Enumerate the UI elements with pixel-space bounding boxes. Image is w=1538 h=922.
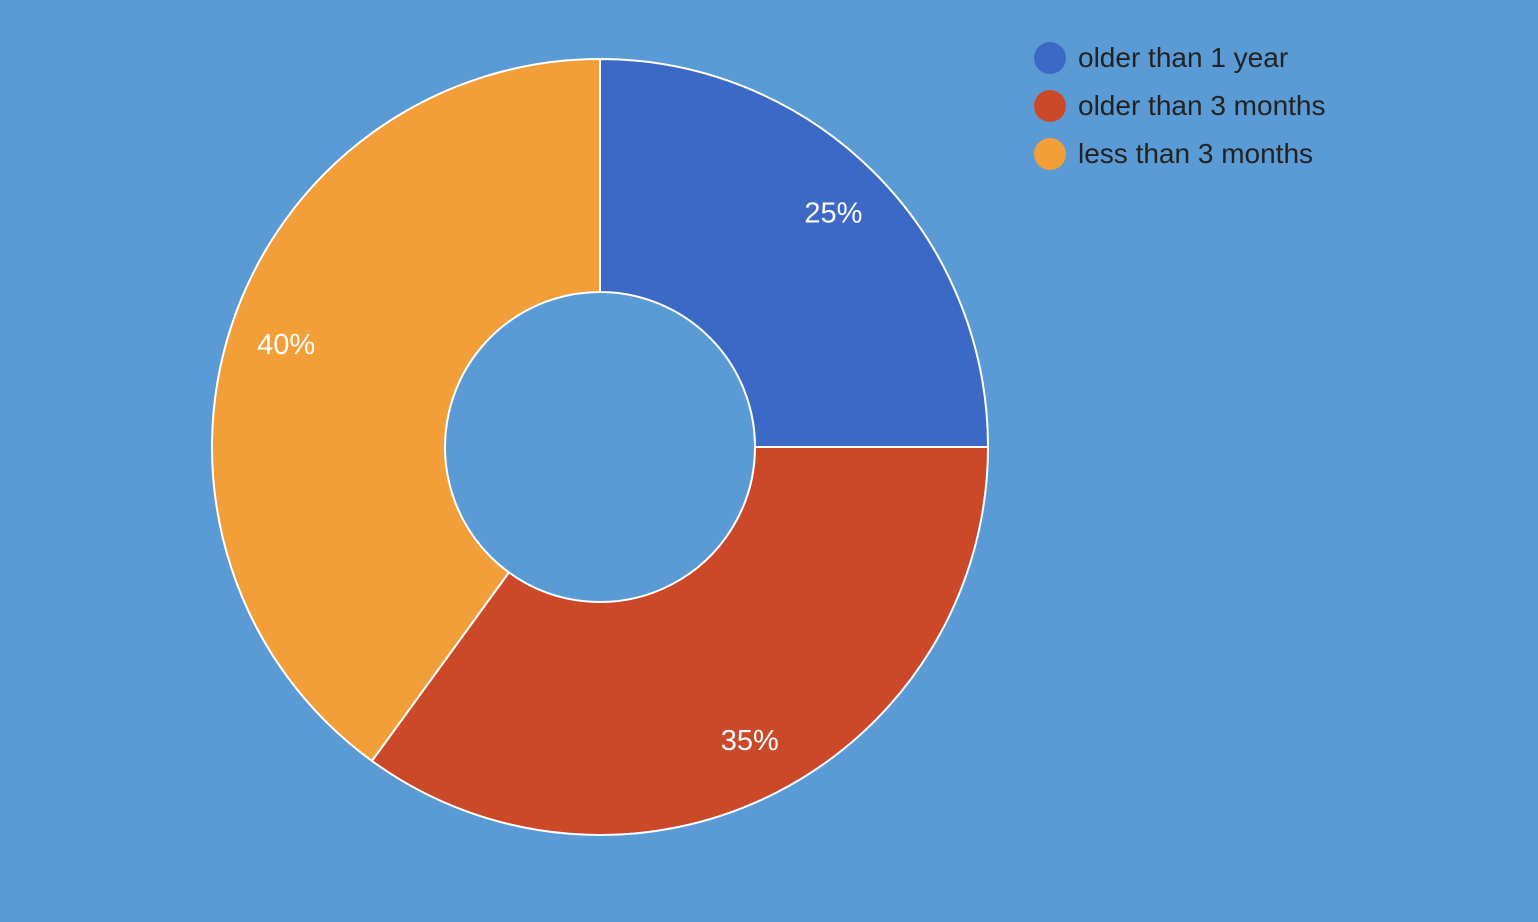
slice-less-than-3-months[interactable] — [211, 57, 601, 763]
legend-item-less-than-3-months[interactable]: less than 3 months — [1034, 130, 1326, 178]
slice-label-less-than-3-months: 40% — [257, 329, 315, 361]
slice-label-older-than-1-year: 25% — [804, 198, 862, 230]
slice-older-than-3-months[interactable] — [370, 446, 990, 836]
legend-item-older-than-3-months[interactable]: older than 3 months — [1034, 82, 1326, 130]
slice-label-older-than-3-months: 35% — [721, 725, 779, 757]
slice-older-than-1-year[interactable] — [599, 57, 990, 448]
legend-swatch-less-than-3-months — [1034, 138, 1066, 170]
legend: older than 1 year older than 3 months le… — [1034, 34, 1326, 178]
legend-label-older-than-1-year: older than 1 year — [1078, 42, 1289, 73]
legend-label-less-than-3-months: less than 3 months — [1078, 138, 1314, 169]
legend-label-older-than-3-months: older than 3 months — [1078, 90, 1326, 121]
legend-item-older-than-1-year[interactable]: older than 1 year — [1034, 34, 1326, 82]
legend-swatch-older-than-3-months — [1034, 90, 1066, 122]
legend-swatch-older-than-1-year — [1034, 42, 1066, 74]
